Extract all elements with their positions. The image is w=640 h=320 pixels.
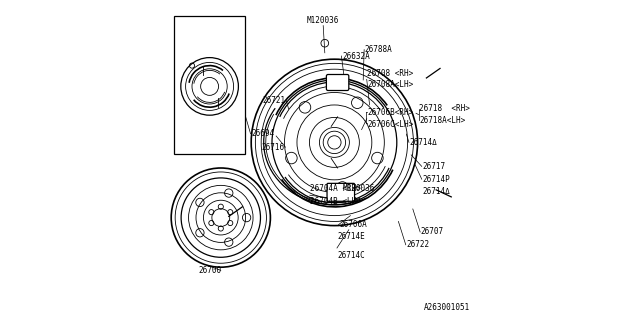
Text: 26714P: 26714P bbox=[422, 175, 450, 184]
FancyBboxPatch shape bbox=[326, 75, 349, 91]
Text: 26706A: 26706A bbox=[339, 220, 367, 229]
Text: M120036: M120036 bbox=[307, 16, 339, 25]
Text: 26706C<LH>: 26706C<LH> bbox=[367, 120, 413, 129]
Text: 26714C: 26714C bbox=[338, 252, 365, 260]
Text: 26714E: 26714E bbox=[338, 232, 365, 241]
FancyBboxPatch shape bbox=[327, 183, 355, 201]
Text: 26708A<LH>: 26708A<LH> bbox=[367, 80, 413, 89]
Text: 26708 <RH>: 26708 <RH> bbox=[367, 69, 413, 78]
Text: 26714Δ: 26714Δ bbox=[410, 138, 437, 147]
Text: 26704A <RH>: 26704A <RH> bbox=[310, 184, 361, 193]
Text: 26722: 26722 bbox=[406, 240, 429, 249]
Text: 26788A: 26788A bbox=[365, 45, 392, 54]
Text: 26721: 26721 bbox=[262, 96, 285, 105]
Text: 26694: 26694 bbox=[251, 129, 275, 138]
Text: 26707: 26707 bbox=[421, 228, 444, 236]
Text: 26716: 26716 bbox=[262, 143, 285, 152]
Text: 26632A: 26632A bbox=[342, 52, 370, 60]
Text: M120036: M120036 bbox=[342, 184, 375, 193]
Text: 26706B<RH>: 26706B<RH> bbox=[367, 108, 413, 117]
Text: 26700: 26700 bbox=[198, 266, 221, 275]
Text: 26718  <RH>: 26718 <RH> bbox=[419, 104, 470, 113]
Text: 26714Δ: 26714Δ bbox=[422, 188, 450, 196]
Text: 26717: 26717 bbox=[422, 162, 445, 171]
Text: 26718A<LH>: 26718A<LH> bbox=[419, 116, 465, 124]
Text: A263001051: A263001051 bbox=[424, 303, 470, 312]
Bar bbox=[174, 16, 245, 154]
Text: 26704B <LH>: 26704B <LH> bbox=[310, 197, 361, 206]
